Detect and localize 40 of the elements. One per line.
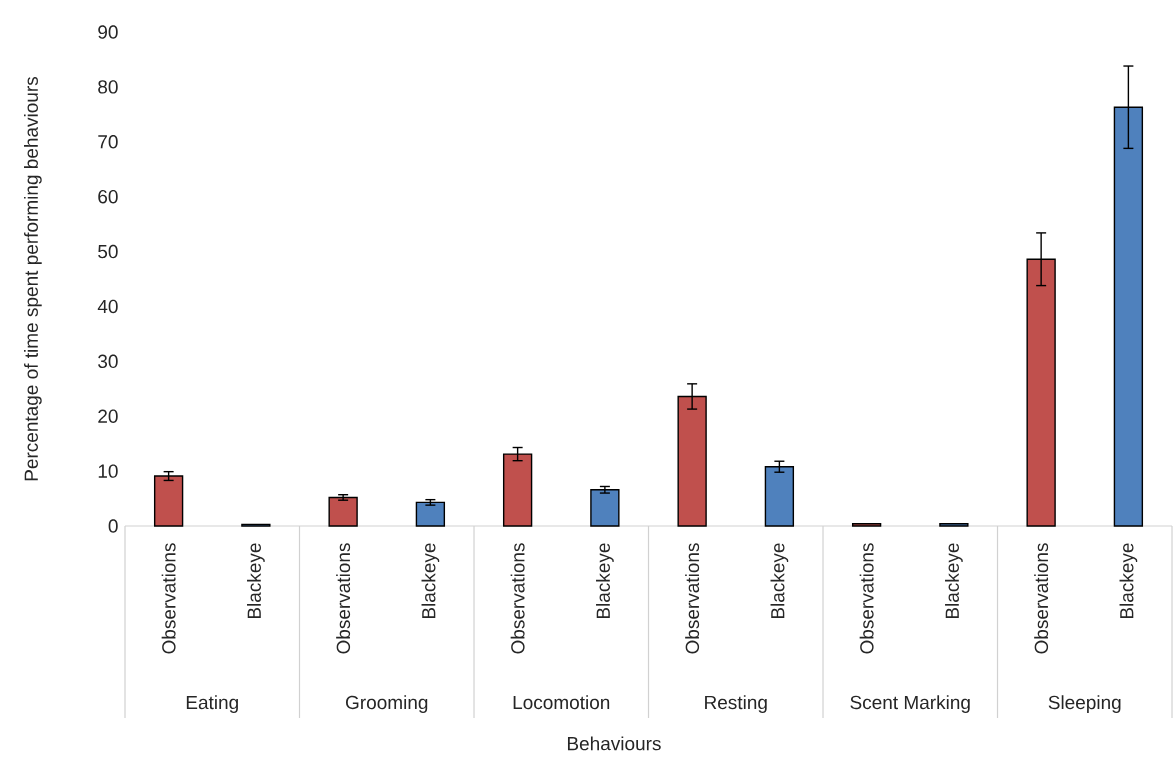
text: Sleeping <box>1048 695 1121 713</box>
x-tick-label: Blackeye <box>770 543 789 619</box>
text: Resting <box>705 695 767 713</box>
text: Eating <box>186 695 238 713</box>
x-tick-label: Observations <box>510 543 525 654</box>
x-tick-label: Blackeye <box>945 543 963 619</box>
y-tick-label: 70 <box>98 135 118 149</box>
bar <box>1113 106 1144 527</box>
bar <box>590 489 620 527</box>
y-axis-title: Percentage of time spent performing behaviours <box>24 76 42 481</box>
bar <box>677 395 707 527</box>
bar <box>1026 258 1056 527</box>
x-tick-label: Blackeye <box>247 543 265 619</box>
x-tick-label: Blackeye <box>1119 543 1138 619</box>
y-tick-label: 10 <box>98 464 118 478</box>
y-tick-label: 90 <box>98 25 118 39</box>
y-tick-label: 40 <box>97 299 118 314</box>
bar <box>415 501 446 527</box>
x-tick-label: Blackeye <box>421 543 440 619</box>
bar <box>153 475 184 527</box>
bar <box>939 523 969 527</box>
y-tick-label: 60 <box>98 189 118 204</box>
bar <box>328 496 358 527</box>
x-tick-label: Observations <box>161 543 176 654</box>
x-tick-label: Observations <box>336 543 351 654</box>
x-tick-label: Observations <box>859 543 874 654</box>
y-tick-label: 20 <box>98 409 118 423</box>
x-axis-title: Behaviours <box>567 736 661 751</box>
y-tick-label: 50 <box>98 244 118 259</box>
bar <box>764 466 795 527</box>
y-tick-label: 0 <box>108 519 118 533</box>
y-tick-label: 80 <box>98 80 118 94</box>
x-tick-label: Observations <box>685 543 700 654</box>
bar <box>851 523 882 527</box>
x-tick-label: Blackeye <box>596 543 614 619</box>
y-tick-label: 30 <box>98 354 118 369</box>
text: Scent Marking <box>850 695 970 713</box>
text: Grooming <box>346 695 428 713</box>
x-tick-label: Observations <box>1034 543 1049 654</box>
text: Locomotion <box>513 695 610 710</box>
